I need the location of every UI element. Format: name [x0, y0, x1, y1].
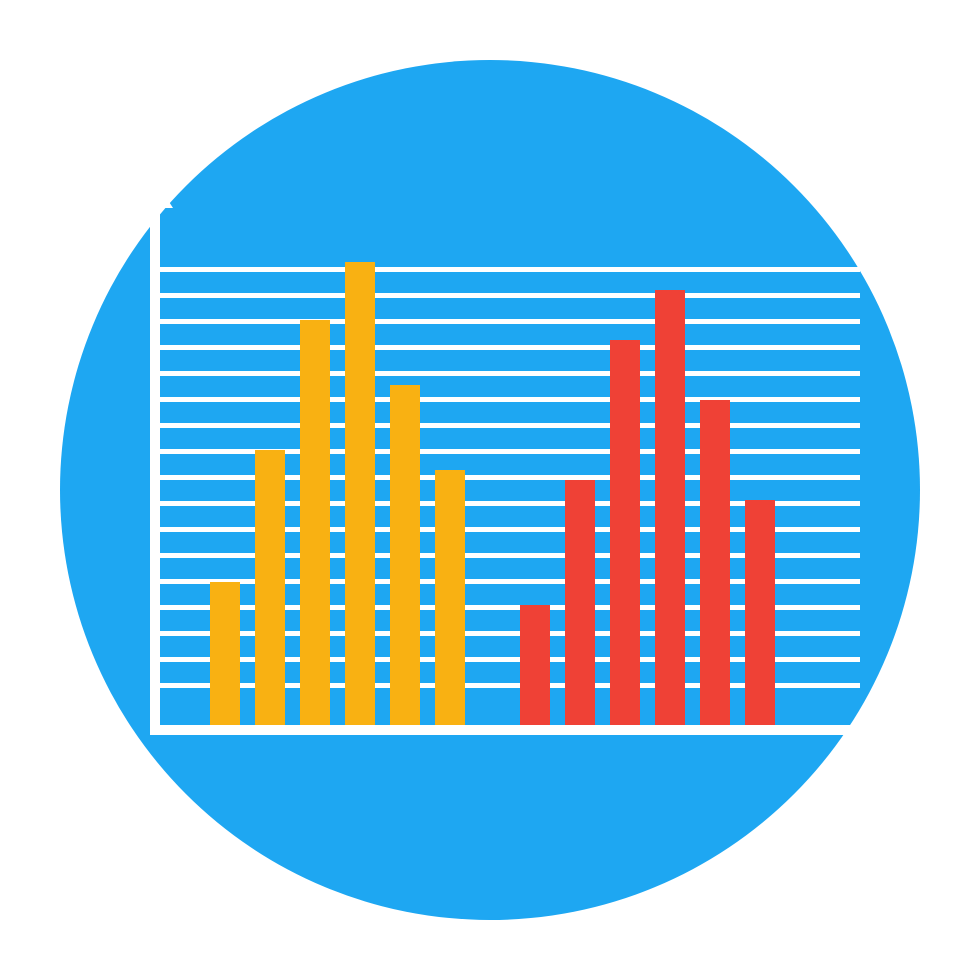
- chart-bar: [520, 605, 550, 730]
- x-axis-arrow-icon: [892, 712, 920, 748]
- gridline: [150, 267, 860, 272]
- x-axis: [150, 725, 895, 735]
- y-axis-arrow-icon: [137, 180, 173, 208]
- gridline: [150, 293, 860, 298]
- chart-bar: [565, 480, 595, 730]
- chart-bar: [390, 385, 420, 730]
- chart-bar: [610, 340, 640, 730]
- chart-bar: [345, 262, 375, 730]
- gridline: [150, 319, 860, 324]
- gridline: [150, 371, 860, 376]
- chart-bar: [435, 470, 465, 730]
- y-axis: [150, 205, 160, 735]
- chart-bar: [255, 450, 285, 730]
- chart-bar: [210, 582, 240, 730]
- chart-bar: [300, 320, 330, 730]
- gridline: [150, 423, 860, 428]
- chart-bar: [745, 500, 775, 730]
- gridline: [150, 345, 860, 350]
- chart-bar: [655, 290, 685, 730]
- bar-chart: [150, 235, 860, 730]
- chart-bar: [700, 400, 730, 730]
- gridline: [150, 397, 860, 402]
